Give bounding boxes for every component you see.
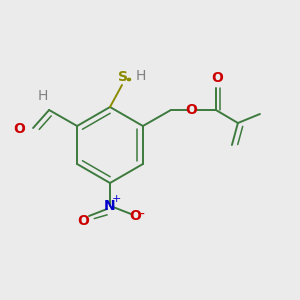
Text: O: O [13,122,25,136]
Text: H: H [136,69,146,83]
Text: H: H [38,89,48,103]
Text: O: O [129,209,141,223]
Text: N: N [104,199,116,213]
Text: O: O [211,71,223,85]
Text: O: O [185,103,197,117]
Text: -: - [140,208,144,222]
Text: O: O [77,214,89,228]
Text: S: S [118,70,128,84]
Text: +: + [111,194,121,204]
